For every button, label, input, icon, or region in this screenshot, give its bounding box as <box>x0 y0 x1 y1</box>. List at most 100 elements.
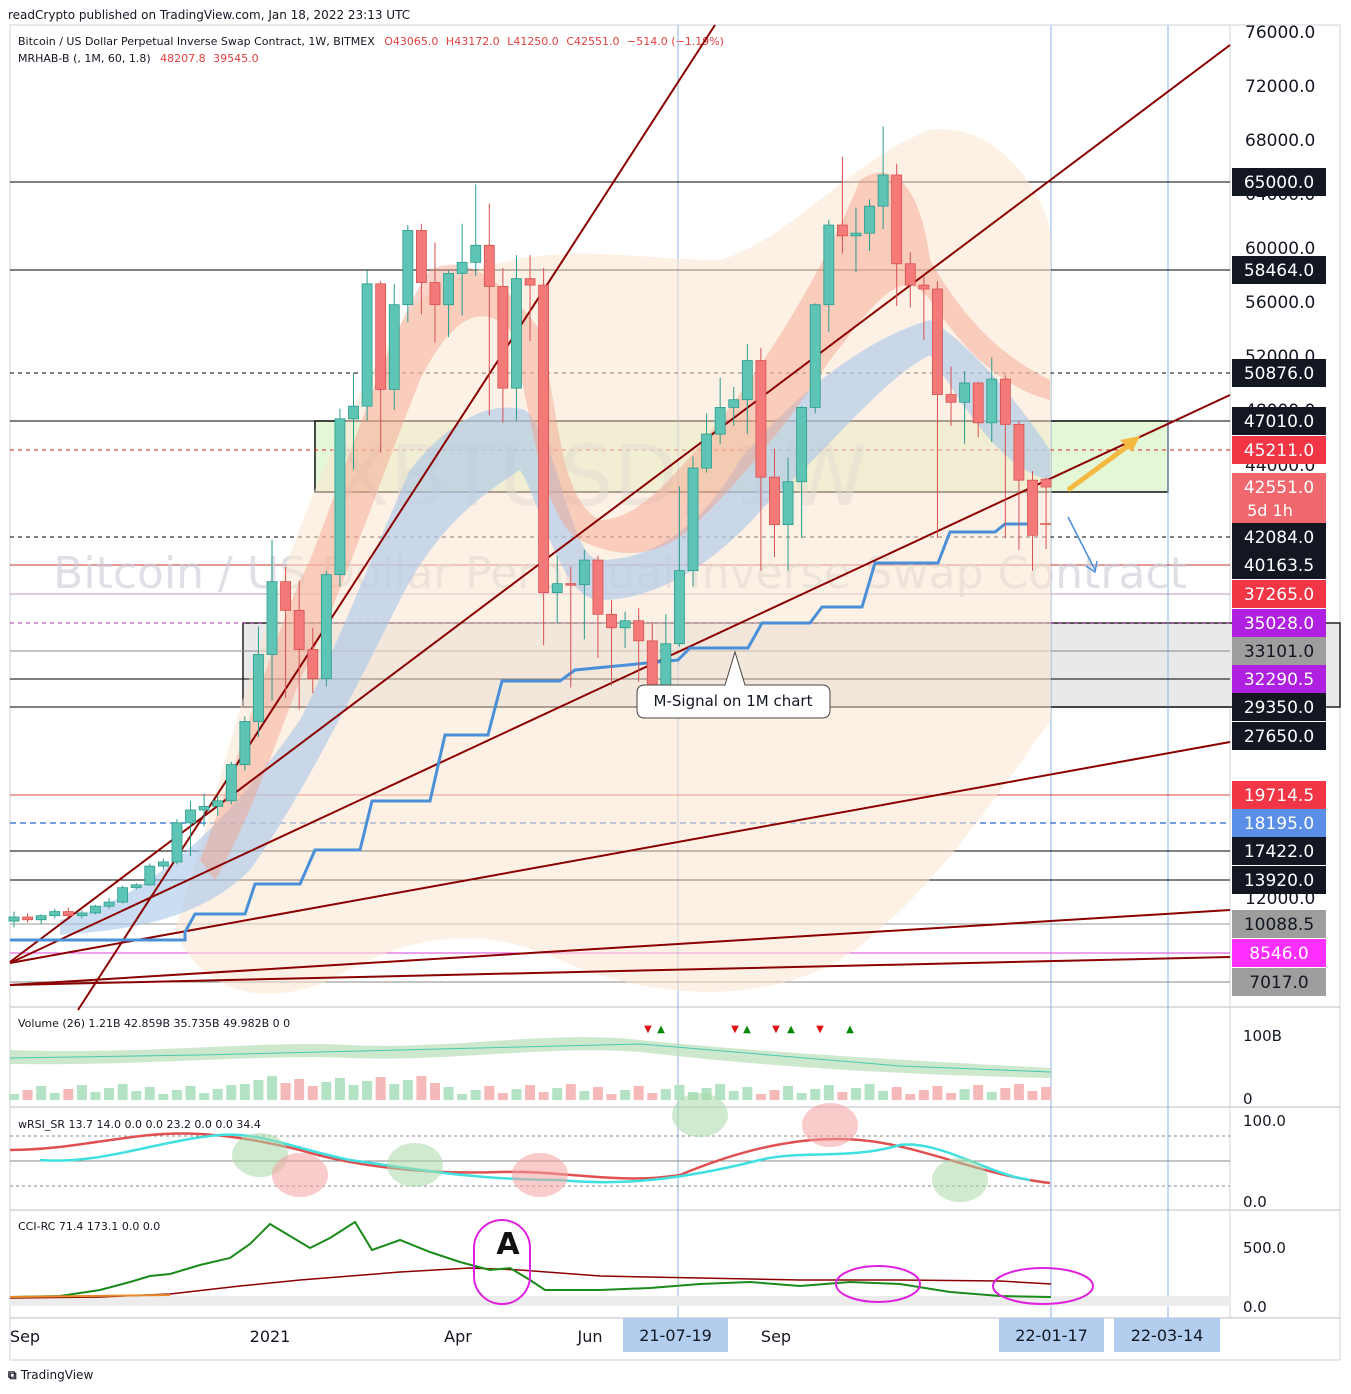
candle-body-6 <box>90 905 101 914</box>
candle-body-23 <box>320 574 332 680</box>
volume-signal-7: ▲ <box>846 1024 854 1035</box>
candle-body-1 <box>22 916 33 921</box>
wrsi-cloud-2 <box>387 1143 443 1187</box>
price-label-19: 8546.0 <box>1249 944 1308 964</box>
price-label-0: 65000.0 <box>1244 173 1314 193</box>
candle-61 <box>836 156 848 254</box>
price-label-5: 42551.0 <box>1244 478 1314 498</box>
candle-body-69 <box>945 394 957 403</box>
cci-highlight-capsule-a <box>473 1219 531 1305</box>
projection-arrow-down-head <box>1085 560 1098 574</box>
candle-body-38 <box>524 278 536 286</box>
candle-body-39 <box>538 284 550 594</box>
candle-body-32 <box>443 273 454 306</box>
x-marker-bg-1 <box>999 1318 1104 1352</box>
wrsi-cloud-6 <box>932 1158 988 1202</box>
price-label-bg-17 <box>1232 866 1326 894</box>
volume-bar-66 <box>905 1094 916 1100</box>
y-tick-1: 72000.0 <box>1245 77 1315 97</box>
candle-body-36 <box>497 286 509 389</box>
candle-35 <box>483 203 495 416</box>
price-label-bg-4 <box>1232 436 1326 464</box>
candle-body-7 <box>103 901 115 907</box>
candle-76 <box>1040 477 1052 550</box>
volume-bar-18 <box>253 1080 264 1100</box>
footer-brand: ⧉ TradingView <box>8 1368 93 1383</box>
candle-body-43 <box>592 559 604 615</box>
projection-arrow-up-head <box>1120 436 1140 452</box>
candle-body-46 <box>633 620 645 642</box>
candle-body-71 <box>972 382 984 424</box>
candle-body-73 <box>999 378 1011 425</box>
price-label-bg-19 <box>1232 939 1326 967</box>
volume-bar-58 <box>796 1093 807 1100</box>
volume-bar-3 <box>49 1093 60 1100</box>
ohlc-open: O43065.0 <box>384 35 439 48</box>
candle-64 <box>877 126 889 230</box>
volume-bar-1 <box>22 1090 33 1100</box>
candle-body-24 <box>334 418 346 576</box>
volume-axis-top: 100B <box>1243 1027 1282 1045</box>
volume-bar-19 <box>267 1076 278 1100</box>
candle-body-34 <box>470 244 482 263</box>
candle-14 <box>198 793 210 827</box>
y-tick-0: 76000.0 <box>1245 23 1315 43</box>
candle-body-48 <box>660 643 672 686</box>
volume-bar-5 <box>76 1085 87 1100</box>
candle-body-10 <box>144 865 156 886</box>
candle-38 <box>524 255 536 342</box>
trend-line-3 <box>9 741 1231 964</box>
candle-body-0 <box>8 916 20 922</box>
price-label-2: 50876.0 <box>1244 364 1314 384</box>
candle-74 <box>1013 421 1025 550</box>
candle-40 <box>551 555 563 624</box>
candle-31 <box>429 242 441 343</box>
candle-2 <box>35 914 47 924</box>
symbol-line: Bitcoin / US Dollar Perpetual Inverse Sw… <box>18 35 375 48</box>
price-label-17: 13920.0 <box>1244 871 1314 891</box>
price-label-bg-14 <box>1232 781 1326 809</box>
x-tick-3: Jun <box>577 1327 603 1346</box>
candle-58 <box>796 406 808 539</box>
volume-bar-27 <box>375 1077 386 1100</box>
candle-8 <box>117 885 129 904</box>
volume-signal-3: ▲ <box>743 1024 751 1035</box>
candle-body-2 <box>35 915 47 921</box>
candle-body-8 <box>117 887 129 903</box>
price-label-15: 18195.0 <box>1244 814 1314 834</box>
candle-body-40 <box>551 583 563 594</box>
volume-bar-74 <box>1013 1084 1024 1100</box>
candle-51 <box>701 413 712 473</box>
candle-body-51 <box>701 433 712 469</box>
volume-signal-5: ▲ <box>787 1024 795 1035</box>
price-label-sub-5: 5d 1h <box>1247 501 1293 520</box>
candle-63 <box>864 199 875 251</box>
candle-body-54 <box>741 360 753 401</box>
candle-73 <box>999 375 1011 539</box>
volume-bar-20 <box>280 1083 291 1100</box>
price-label-18: 10088.5 <box>1244 915 1314 935</box>
candle-body-55 <box>755 360 767 478</box>
wrsi-axis-bottom: 0.0 <box>1243 1193 1267 1211</box>
indicator-val-1: 48207.8 <box>160 52 206 65</box>
candle-body-47 <box>646 640 658 686</box>
candle-body-62 <box>850 232 862 237</box>
volume-signal-0: ▼ <box>644 1024 652 1035</box>
volume-bar-23 <box>321 1082 332 1100</box>
candle-body-9 <box>130 884 142 889</box>
price-label-11: 32290.5 <box>1244 670 1314 690</box>
volume-bar-8 <box>117 1084 128 1100</box>
projection-arrow-up <box>1066 437 1138 493</box>
volume-bar-11 <box>158 1094 169 1100</box>
candle-44 <box>606 600 617 686</box>
cci-legend: CCI-RC 71.4 173.1 0.0 0.0 <box>18 1220 160 1233</box>
wrsi-cloud-0 <box>232 1133 288 1177</box>
price-label-bg-10 <box>1232 637 1326 665</box>
price-label-bg-6 <box>1232 523 1326 551</box>
candle-3 <box>49 908 61 919</box>
candle-body-59 <box>809 304 821 408</box>
ohlc-change: −514.0 (−1.19%) <box>626 35 724 48</box>
volume-bar-6 <box>90 1092 101 1100</box>
candle-body-18 <box>253 654 264 722</box>
